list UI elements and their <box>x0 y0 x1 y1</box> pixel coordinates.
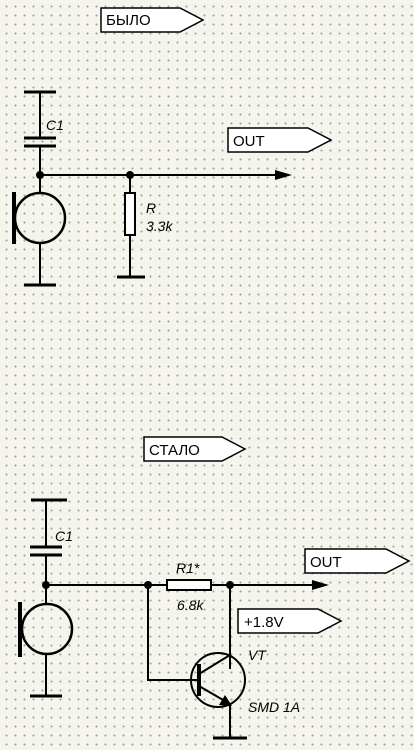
tag-after: СТАЛО <box>143 436 247 462</box>
transistor-vt: VT SMD 1A <box>147 584 300 740</box>
top-r-value: 3.3k <box>146 218 173 234</box>
tag-out-bottom-label: OUT <box>310 554 342 571</box>
tag-after-label: СТАЛО <box>149 442 200 459</box>
bottom-output-line <box>42 580 329 590</box>
tag-out-top: OUT <box>227 127 333 153</box>
bottom-c1-label: C1 <box>55 528 73 544</box>
tag-before-label: БЫЛО <box>106 12 151 29</box>
tag-supply: +1.8V <box>237 608 343 634</box>
bottom-r1-value: 6.8k <box>177 597 204 613</box>
top-output-line <box>36 170 292 180</box>
transistor-type: SMD 1A <box>248 699 300 715</box>
transistor-name: VT <box>248 647 267 663</box>
top-capacitor-c1: C1 <box>24 90 64 176</box>
top-r-name: R <box>146 200 156 216</box>
tag-out-top-label: OUT <box>233 133 265 150</box>
top-resistor-r: R 3.3k <box>117 174 173 279</box>
bottom-r1-name: R1* <box>176 560 200 576</box>
tag-before: БЫЛО <box>100 7 205 33</box>
top-c1-label: C1 <box>46 117 64 133</box>
top-microphone <box>12 174 67 287</box>
bottom-resistor-r1: R1* 6.8k <box>166 560 212 613</box>
tag-out-bottom: OUT <box>304 548 411 574</box>
bottom-microphone <box>18 584 74 698</box>
tag-supply-label: +1.8V <box>244 614 284 631</box>
bottom-capacitor-c1: C1 <box>30 498 73 586</box>
